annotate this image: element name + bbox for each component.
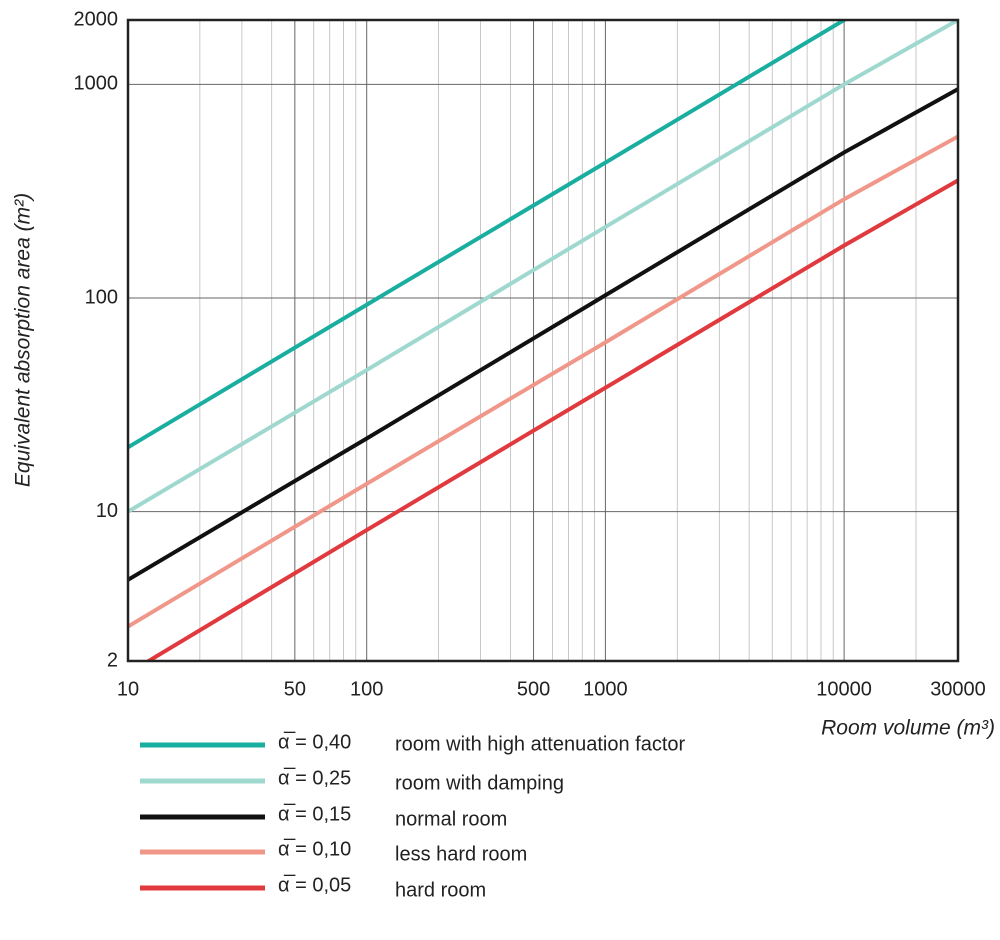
x-tick-label: 100 (350, 678, 383, 700)
legend-label: normal room (395, 808, 507, 830)
series-line (128, 134, 958, 629)
y-tick-label: 2000 (74, 8, 119, 30)
legend-label: room with high attenuation factor (395, 733, 686, 755)
legend-label: less hard room (395, 843, 527, 865)
x-tick-label: 10 (117, 678, 139, 700)
series-line (128, 87, 958, 582)
y-tick-label: 2 (107, 649, 118, 671)
y-axis-title: Equivalent absorption area (m²) (12, 193, 35, 487)
x-tick-label: 10000 (816, 678, 872, 700)
series-line (144, 178, 958, 661)
legend-alpha: α̅ = 0,10 (278, 837, 351, 860)
plot-frame (126, 18, 960, 663)
x-tick-label: 500 (517, 678, 550, 700)
legend-alpha: α̅ = 0,05 (278, 873, 351, 896)
legend-alpha: α̅ = 0,25 (278, 766, 351, 789)
x-tick-label: 1000 (583, 678, 628, 700)
legend-alpha: α̅ = 0,40 (278, 730, 351, 753)
x-tick-label: 30000 (930, 678, 986, 700)
y-tick-label: 100 (85, 286, 118, 308)
x-tick-label: 50 (284, 678, 306, 700)
y-tick-label: 1000 (74, 73, 119, 95)
y-tick-label: 10 (96, 500, 118, 522)
lines (128, 20, 958, 661)
series-line (128, 20, 849, 450)
legend-alpha: α̅ = 0,15 (278, 802, 351, 825)
grid (127, 19, 959, 662)
legend-label: room with damping (395, 772, 564, 794)
legend-label: hard room (395, 879, 486, 901)
series-line (128, 20, 958, 514)
x-axis-title: Room volume (m³) (821, 717, 995, 740)
